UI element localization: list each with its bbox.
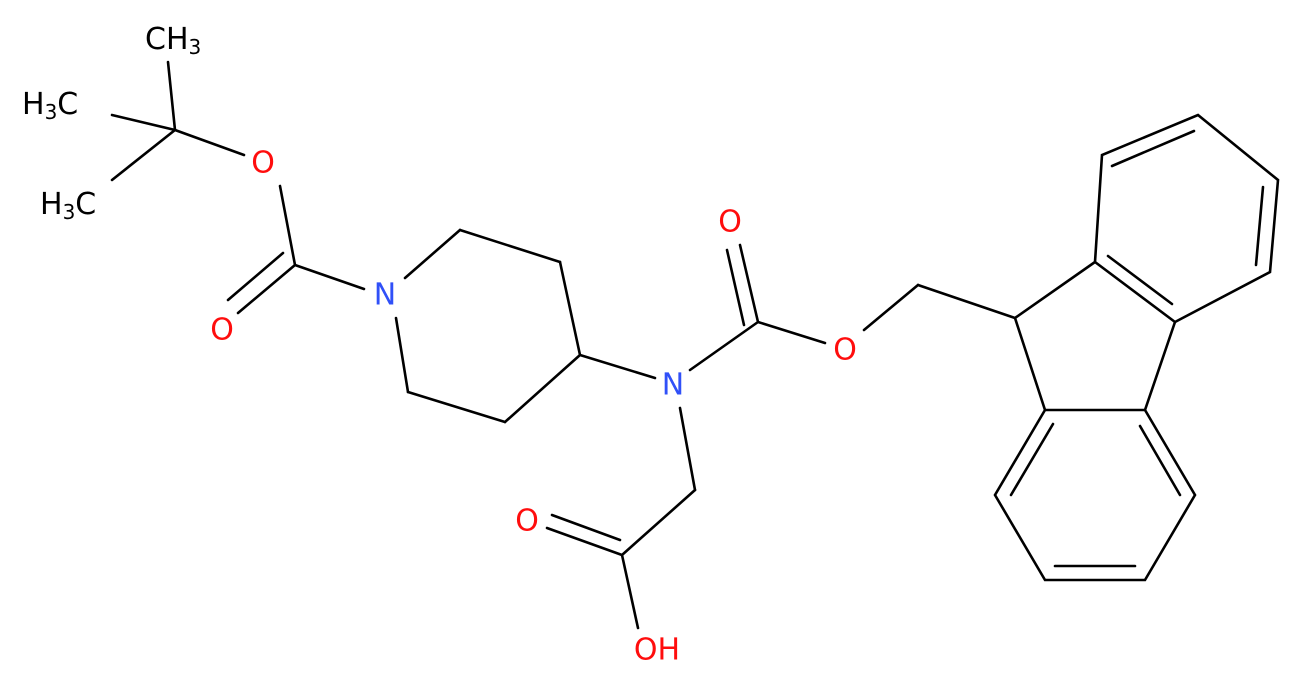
bond <box>394 316 410 394</box>
bond <box>173 128 246 157</box>
bond <box>725 248 746 327</box>
atom-label: O <box>833 333 857 368</box>
bond <box>1013 316 1047 412</box>
bond <box>620 488 697 557</box>
atom-label: O <box>251 146 275 181</box>
bond <box>236 263 297 315</box>
bond <box>1093 113 1280 324</box>
bond <box>1110 129 1196 168</box>
bond <box>578 353 657 380</box>
bond <box>738 243 760 324</box>
bond <box>993 408 1197 582</box>
bond <box>558 260 582 357</box>
atom-label: O <box>210 313 234 348</box>
atom-label: H3C <box>22 87 78 124</box>
bond <box>1106 254 1174 306</box>
bond <box>403 228 462 280</box>
bond <box>1009 422 1055 497</box>
bond <box>458 228 562 264</box>
atom-label: O <box>718 205 742 240</box>
bond <box>1013 260 1097 320</box>
bond <box>545 526 624 557</box>
bond <box>1143 320 1177 412</box>
bond <box>110 113 177 132</box>
bonds <box>110 60 1280 630</box>
atom-label: OH <box>634 633 680 668</box>
bond <box>293 263 366 291</box>
atom-label: N <box>374 278 396 313</box>
atom-label: O <box>515 504 539 539</box>
bond <box>278 184 297 267</box>
bond <box>688 320 760 372</box>
atom-label: N <box>662 368 684 403</box>
bond <box>550 513 622 542</box>
bond <box>166 60 177 132</box>
bond <box>1138 424 1182 497</box>
bond <box>1254 185 1265 267</box>
bond <box>916 283 1017 320</box>
bond <box>862 283 920 332</box>
bond <box>678 406 697 492</box>
bond <box>620 553 640 630</box>
atom-label: CH3 <box>145 22 201 59</box>
bond <box>756 320 827 345</box>
bond <box>110 128 177 182</box>
bond <box>406 390 507 424</box>
bond <box>503 353 582 424</box>
atom-label: H3C <box>40 187 96 224</box>
bond <box>226 251 285 302</box>
